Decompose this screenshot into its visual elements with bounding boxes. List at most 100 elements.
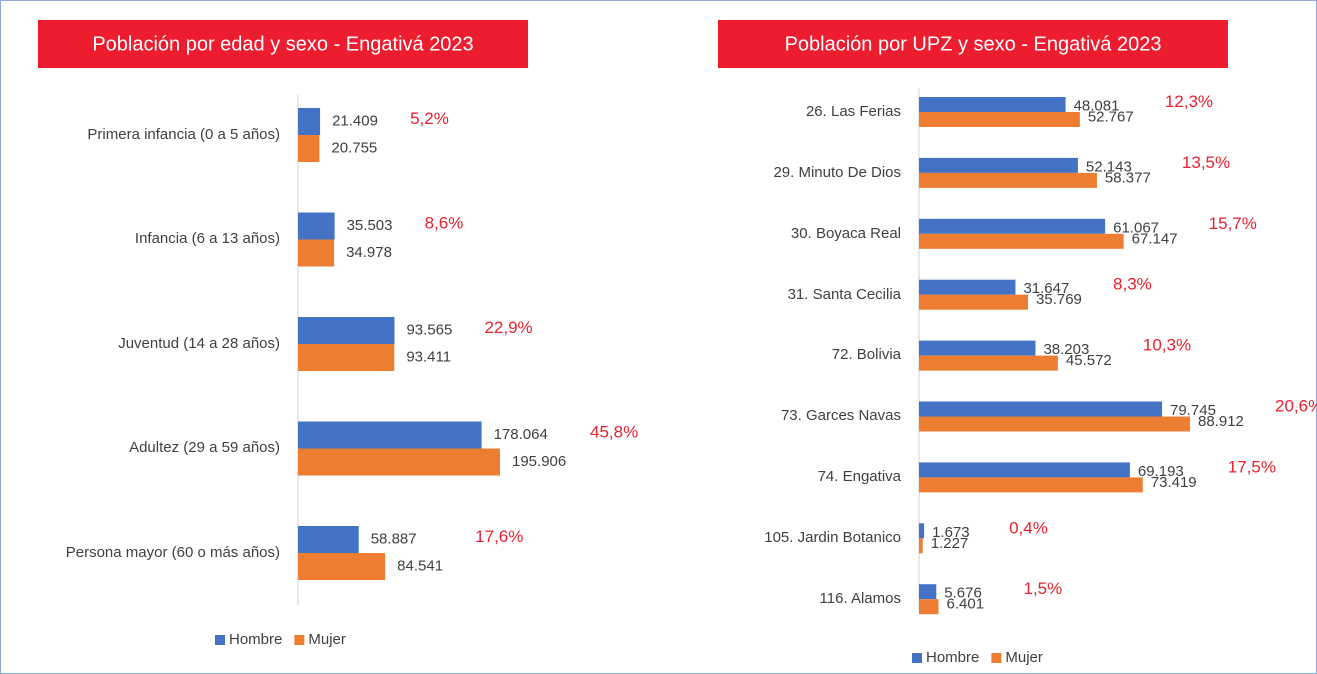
share-label: 20,6% (1275, 396, 1317, 415)
value-label: 52.143 (1086, 158, 1132, 175)
bar (298, 553, 386, 580)
category-label: 26. Las Ferias (805, 102, 901, 120)
category-label-box: Primera infancia (0 a 5 años) (87, 125, 280, 143)
bar (298, 448, 500, 476)
value-label: 5.676 (944, 585, 982, 602)
bar (919, 584, 937, 600)
title-box (718, 20, 1228, 68)
bar (919, 279, 1016, 295)
bar (919, 294, 1029, 310)
category-label: 116. Alamos (819, 590, 901, 608)
value-label: 69.193 (1138, 463, 1184, 480)
category-label-box: 74. Engativa (817, 468, 901, 486)
bar (298, 239, 335, 267)
bar (919, 112, 1080, 127)
bar (919, 218, 1106, 234)
bar (298, 135, 320, 162)
bar (919, 172, 1097, 188)
bar (298, 344, 395, 371)
bar (919, 401, 1163, 417)
share-label: 17,5% (1228, 457, 1276, 476)
share-label: 12,3% (1165, 92, 1213, 111)
bar (298, 526, 359, 553)
category-label-box: 26. Las Ferias (805, 102, 901, 120)
value-label: 20.755 (331, 139, 377, 156)
category-label-box: Juventud (14 a 28 años) (118, 334, 280, 352)
category-label-box: Adultez (29 a 59 años) (129, 439, 280, 456)
category-label: 73. Garces Navas (780, 407, 901, 425)
value-label: 35.769 (1036, 291, 1082, 308)
value-label: 73.419 (1151, 474, 1197, 491)
value-label: 6.401 (947, 596, 985, 613)
value-label: 58.377 (1105, 169, 1151, 186)
bar (919, 599, 939, 615)
legend-label: Hombre (926, 649, 979, 666)
share-label: 10,3% (1143, 336, 1191, 355)
bar (298, 212, 335, 240)
value-label: 79.745 (1170, 402, 1216, 419)
legend-swatch (912, 653, 922, 663)
legend-label: Mujer (1005, 649, 1043, 666)
value-label: 61.067 (1113, 219, 1159, 236)
legend-label: Hombre (229, 631, 282, 648)
chart-title: Población por UPZ y sexo - Engativá 2023 (785, 33, 1162, 55)
bar (919, 233, 1124, 249)
bar (919, 157, 1078, 173)
value-label: 178.064 (494, 426, 548, 443)
share-label: 17,6% (475, 527, 523, 546)
bar (919, 538, 923, 554)
bar (298, 108, 321, 135)
bar (298, 317, 395, 344)
category-label: Persona mayor (60 o más años) (65, 543, 280, 561)
category-label: Juventud (14 a 28 años) (118, 334, 280, 352)
value-label: 1.673 (932, 524, 970, 541)
share-label: 1,5% (1024, 579, 1063, 598)
category-label-box: 105. Jardin Botanico (764, 529, 901, 547)
bar (298, 421, 482, 449)
legend-label: Mujer (308, 631, 346, 648)
share-label: 45,8% (590, 422, 638, 441)
legend-swatch (991, 653, 1002, 663)
category-label-box: 29. Minuto De Dios (773, 163, 901, 181)
value-label: 34.978 (346, 244, 392, 261)
value-label: 52.767 (1088, 108, 1134, 125)
value-label: 195.906 (512, 453, 566, 470)
bar (919, 477, 1143, 493)
value-label: 35.503 (347, 217, 393, 234)
category-label-box: 72. Bolivia (831, 346, 901, 364)
value-label: 21.409 (332, 112, 378, 129)
value-label: 84.541 (397, 557, 443, 574)
category-label-box: 30. Boyaca Real (790, 224, 901, 242)
share-label: 8,6% (425, 213, 464, 232)
bar (919, 416, 1190, 432)
category-label: 30. Boyaca Real (790, 224, 901, 242)
share-label: 22,9% (484, 318, 532, 337)
category-label: Primera infancia (0 a 5 años) (87, 125, 280, 143)
value-label: 88.912 (1198, 413, 1244, 430)
bar (919, 523, 925, 539)
category-label-box: 116. Alamos (819, 590, 901, 608)
share-label: 5,2% (410, 109, 449, 128)
category-label: 105. Jardin Botanico (764, 529, 901, 547)
share-label: 8,3% (1113, 275, 1152, 294)
category-label-box: 73. Garces Navas (780, 407, 901, 425)
category-label: Infancia (6 a 13 años) (134, 230, 280, 248)
value-label: 1.227 (931, 535, 969, 552)
category-label-box: 31. Santa Cecilia (787, 285, 901, 303)
category-label: 29. Minuto De Dios (773, 163, 901, 181)
category-label-box: Infancia (6 a 13 años) (134, 230, 280, 248)
category-label: 31. Santa Cecilia (787, 285, 901, 303)
bar (919, 340, 1036, 356)
category-label-box: Persona mayor (60 o más años) (65, 543, 280, 561)
value-label: 93.411 (406, 348, 451, 365)
legend-swatch (215, 635, 225, 645)
value-label: 58.887 (371, 530, 417, 547)
share-label: 13,5% (1182, 153, 1230, 172)
chart-title: Población por edad y sexo - Engativá 202… (92, 33, 473, 55)
category-label: 74. Engativa (817, 468, 901, 486)
bar (919, 97, 1066, 112)
share-label: 15,7% (1209, 214, 1257, 233)
category-label: 72. Bolivia (831, 346, 901, 364)
